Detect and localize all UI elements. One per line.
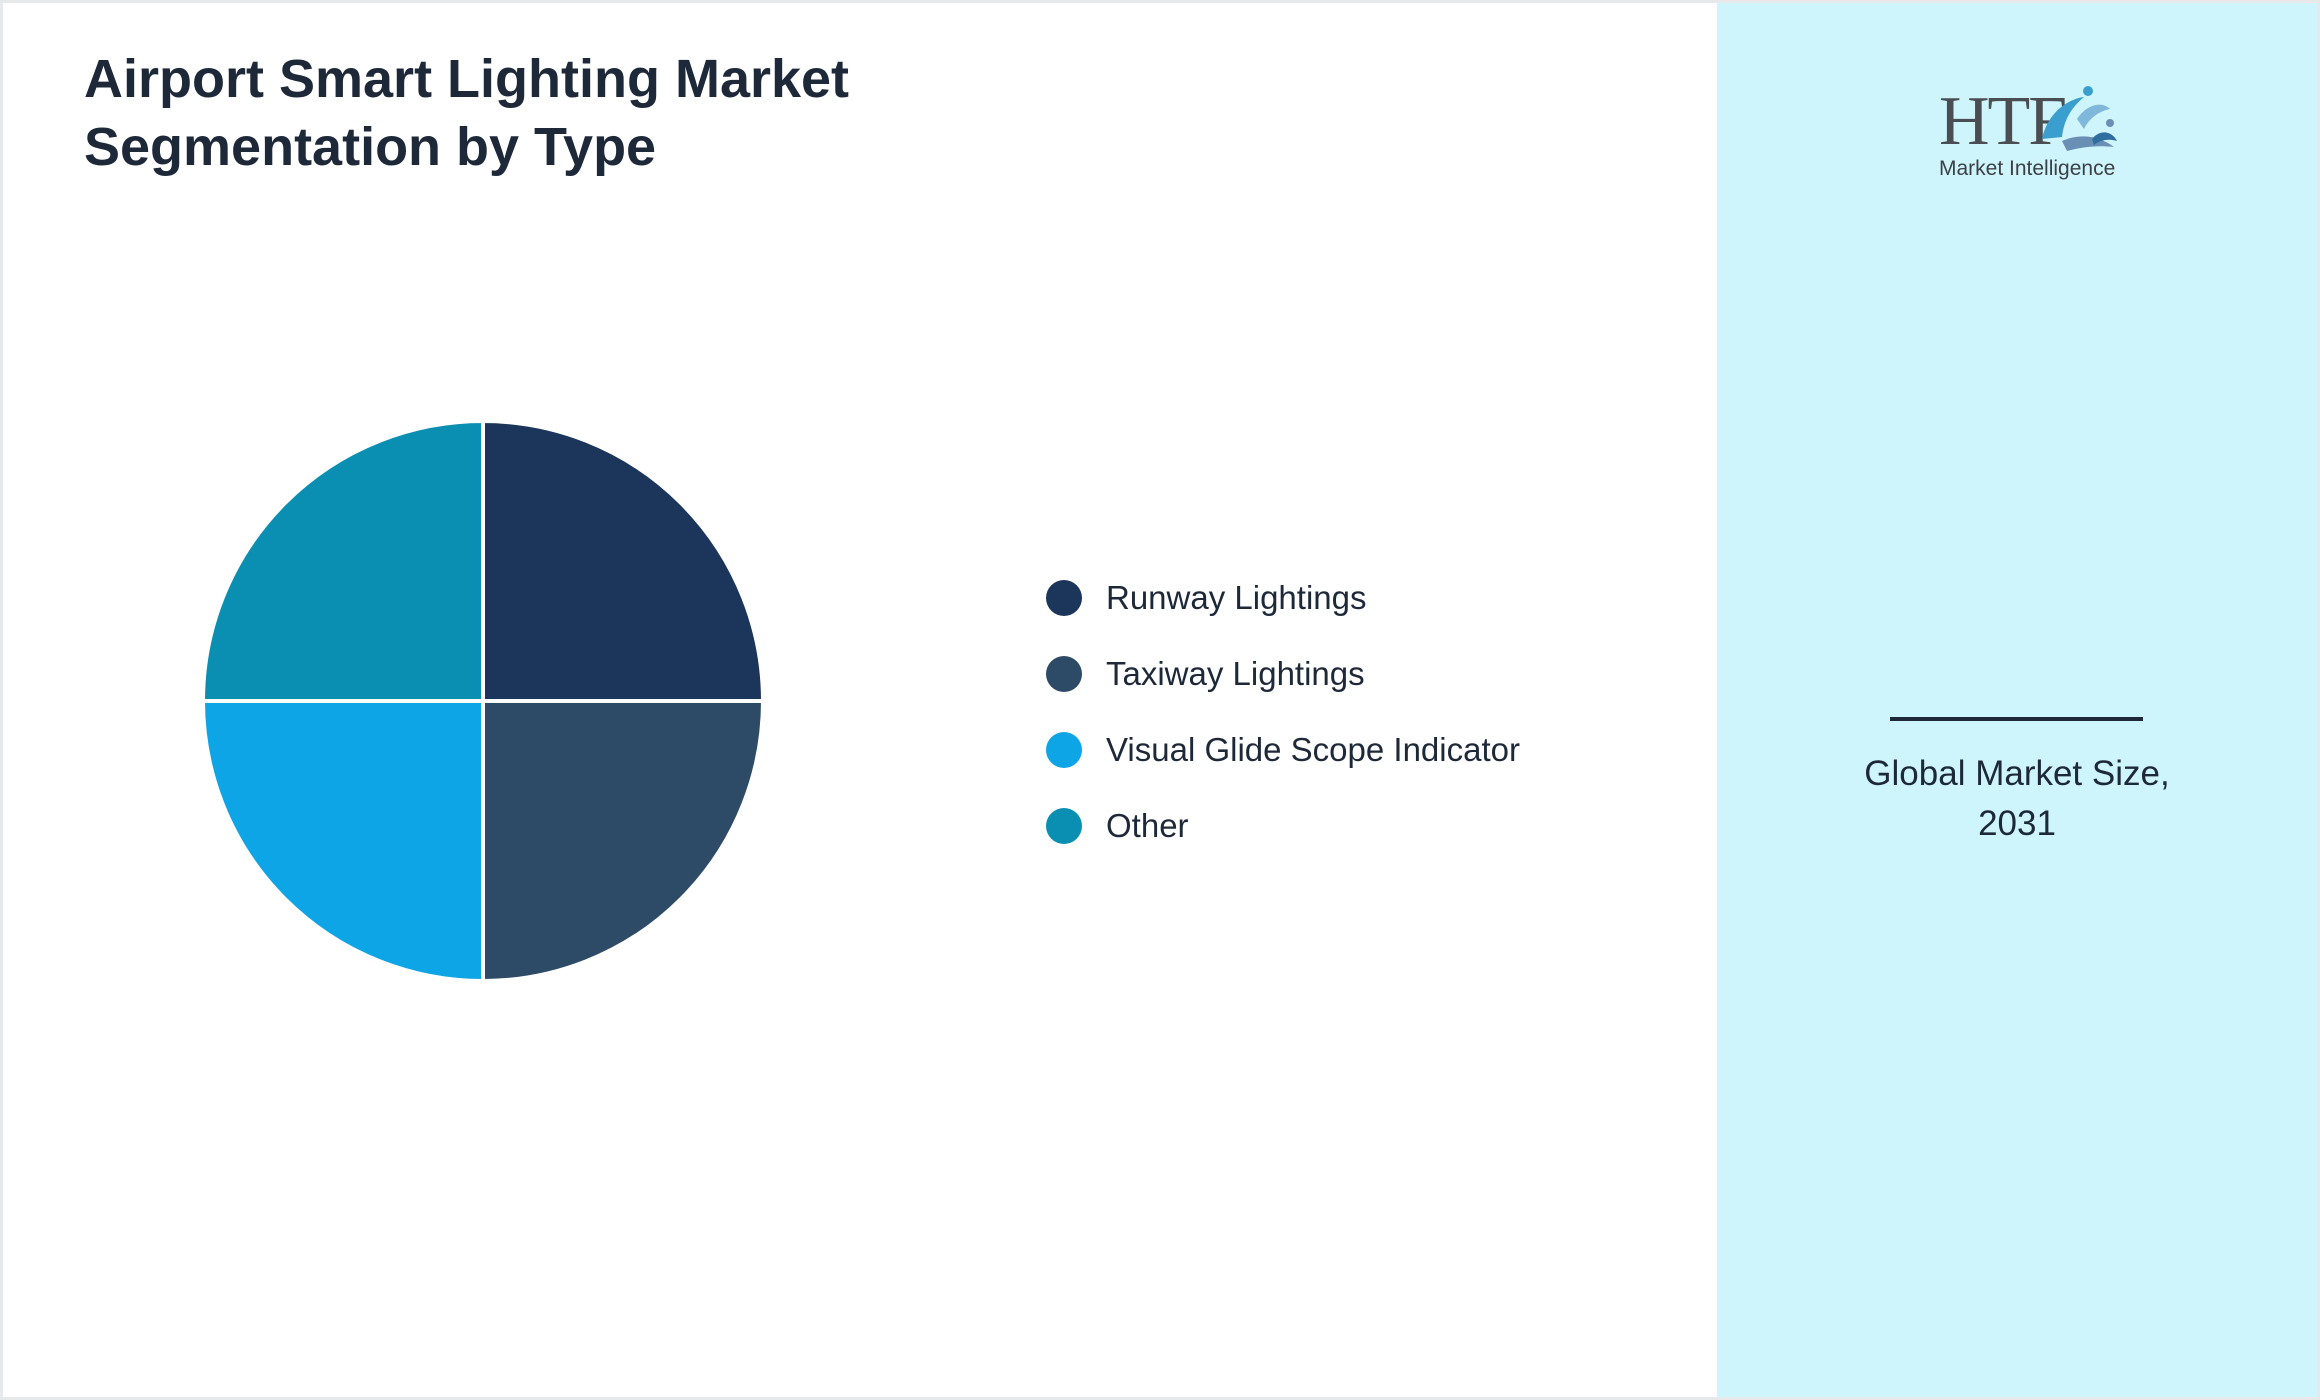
legend-swatch [1046, 580, 1082, 616]
pie-slice-runway-lightings [481, 418, 766, 703]
market-size-label-line-2: 2031 [1978, 804, 2056, 843]
page-title: Airport Smart Lighting Market Segmentati… [84, 45, 1084, 181]
legend-item: Runway Lightings [1046, 560, 1520, 636]
sidebar-panel: HTF Market Intelligence Global Market Si… [1717, 3, 2317, 1397]
legend-item: Other [1046, 788, 1520, 864]
htf-logo: HTF Market Intelligence [1927, 79, 2117, 189]
legend-item: Taxiway Lightings [1046, 636, 1520, 712]
legend-label: Runway Lightings [1106, 579, 1367, 616]
market-size-label-line-1: Global Market Size, [1864, 754, 2170, 793]
title-line-2: Segmentation by Type [84, 117, 657, 177]
logo-letters: HTF [1939, 83, 2067, 160]
title-line-1: Airport Smart Lighting Market [84, 49, 850, 109]
chart-legend: Runway Lightings Taxiway Lightings Visual … [1046, 560, 1520, 864]
pie-chart [200, 418, 766, 984]
pie-slice-taxiway-lightings [481, 699, 766, 984]
legend-item: Visual Glide Scope Indicator [1046, 712, 1520, 788]
logo-subtitle: Market Intelligence [1939, 157, 2116, 180]
market-size-label: Global Market Size, 2031 [1717, 749, 2317, 849]
legend-swatch [1046, 808, 1082, 844]
legend-swatch [1046, 656, 1082, 692]
legend-label: Taxiway Lightings [1106, 655, 1365, 692]
legend-label: Other [1106, 807, 1189, 844]
pie-slice-visual-glide-scope-indicator [200, 699, 485, 984]
pie-slice-other [200, 418, 485, 703]
legend-swatch [1046, 732, 1082, 768]
main-panel: Airport Smart Lighting Market Segmentati… [3, 3, 1717, 1397]
legend-label: Visual Glide Scope Indicator [1106, 731, 1520, 768]
swirl-logo-icon [2042, 86, 2117, 151]
stat-divider [1890, 717, 2143, 721]
